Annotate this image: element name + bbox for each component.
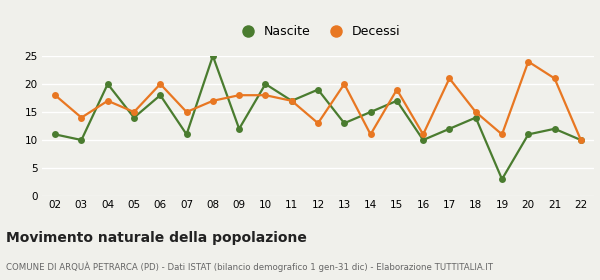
Nascite	[104, 82, 112, 86]
Nascite	[577, 138, 584, 142]
Line: Nascite: Nascite	[52, 53, 584, 183]
Decessi	[524, 60, 532, 63]
Text: Movimento naturale della popolazione: Movimento naturale della popolazione	[6, 231, 307, 245]
Nascite	[236, 127, 243, 130]
Nascite	[551, 127, 558, 130]
Nascite	[524, 133, 532, 136]
Nascite	[262, 82, 269, 86]
Decessi	[288, 99, 295, 102]
Nascite	[157, 94, 164, 97]
Nascite	[393, 99, 400, 102]
Text: COMUNE DI ARQUÀ PETRARCA (PD) - Dati ISTAT (bilancio demografico 1 gen-31 dic) -: COMUNE DI ARQUÀ PETRARCA (PD) - Dati IST…	[6, 262, 493, 272]
Decessi	[104, 99, 112, 102]
Nascite	[446, 127, 453, 130]
Nascite	[183, 133, 190, 136]
Decessi	[393, 88, 400, 91]
Decessi	[446, 77, 453, 80]
Nascite	[288, 99, 295, 102]
Nascite	[419, 138, 427, 142]
Legend: Nascite, Decessi: Nascite, Decessi	[230, 20, 406, 43]
Decessi	[577, 138, 584, 142]
Decessi	[472, 110, 479, 114]
Decessi	[183, 110, 190, 114]
Decessi	[157, 82, 164, 86]
Decessi	[419, 133, 427, 136]
Decessi	[314, 122, 322, 125]
Decessi	[499, 133, 506, 136]
Decessi	[262, 94, 269, 97]
Decessi	[130, 110, 137, 114]
Decessi	[367, 133, 374, 136]
Nascite	[472, 116, 479, 119]
Decessi	[236, 94, 243, 97]
Decessi	[52, 94, 59, 97]
Decessi	[78, 116, 85, 119]
Decessi	[341, 82, 348, 86]
Decessi	[551, 77, 558, 80]
Line: Decessi: Decessi	[52, 58, 584, 143]
Nascite	[499, 178, 506, 181]
Nascite	[209, 54, 217, 58]
Nascite	[367, 110, 374, 114]
Nascite	[130, 116, 137, 119]
Nascite	[78, 138, 85, 142]
Decessi	[209, 99, 217, 102]
Nascite	[341, 122, 348, 125]
Nascite	[52, 133, 59, 136]
Nascite	[314, 88, 322, 91]
